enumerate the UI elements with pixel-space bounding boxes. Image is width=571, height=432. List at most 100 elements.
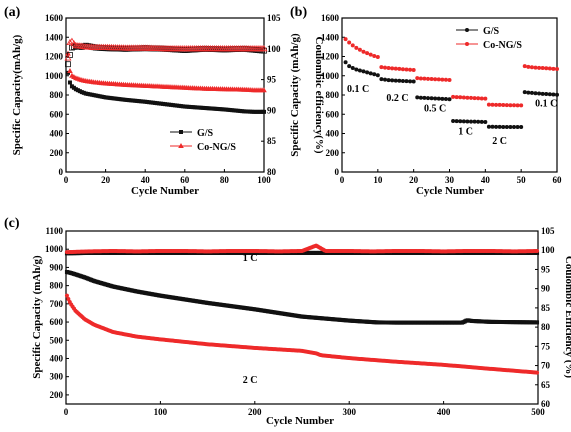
- y-tick-label: 500: [50, 335, 64, 345]
- data-point: [368, 71, 373, 76]
- data-point: [64, 54, 72, 61]
- data-point: [66, 38, 74, 46]
- y-right-tick-label: 90: [267, 105, 277, 115]
- y-right-tick-label: 60: [541, 399, 551, 409]
- data-point: [533, 65, 538, 70]
- chart-panel-c: (c) 0 100 200 300 400 500 200 300 400 500 600 700 800…: [4, 216, 571, 427]
- y-tick-label: 0: [59, 167, 64, 177]
- data-point: [71, 44, 77, 50]
- y-tick-label: 1200: [321, 52, 340, 62]
- annotation-label: 2 C: [492, 136, 507, 147]
- data-point: [357, 47, 362, 52]
- data-point: [540, 91, 545, 96]
- y-tick-label: 1600: [45, 13, 64, 23]
- data-point: [515, 125, 520, 130]
- x-tick-label: 300: [342, 407, 356, 417]
- data-point: [379, 65, 384, 70]
- data-point: [447, 97, 452, 102]
- y-right-tick-label: 80: [541, 322, 551, 332]
- data-point: [454, 119, 459, 124]
- plot-frame: [65, 230, 539, 405]
- data-point: [411, 79, 416, 84]
- data-point: [512, 103, 516, 108]
- y-right-tick-label: 85: [541, 303, 551, 313]
- data-point: [411, 67, 416, 72]
- data-point: [479, 119, 484, 124]
- x-tick-label: 30: [445, 175, 455, 185]
- data-point: [451, 118, 456, 123]
- data-point: [404, 79, 409, 84]
- x-tick-label: 400: [437, 407, 451, 417]
- data-point: [483, 96, 488, 101]
- series-a-1: [65, 50, 267, 93]
- y-right-tick-label: 95: [267, 75, 277, 85]
- data-point: [393, 78, 398, 83]
- data-point: [422, 76, 427, 81]
- annotation-label: 0.2 C: [386, 93, 408, 104]
- data-point: [67, 80, 72, 85]
- legend-marker: [178, 143, 184, 148]
- y-tick-label: 1000: [45, 244, 64, 254]
- x-tick-label: 0: [64, 175, 69, 185]
- data-point: [533, 91, 538, 96]
- data-point: [65, 50, 71, 56]
- data-point: [418, 95, 423, 100]
- series-a-2: [65, 42, 267, 68]
- data-point: [508, 103, 513, 108]
- data-point: [451, 94, 456, 99]
- data-point: [375, 54, 380, 59]
- data-point: [429, 96, 434, 101]
- data-point: [383, 65, 387, 70]
- data-point: [555, 67, 559, 72]
- annotation-label: 0.1 C: [347, 84, 369, 95]
- series-b-0: [343, 60, 559, 130]
- data-point: [529, 90, 534, 95]
- x-tick-label: 100: [154, 407, 168, 417]
- x-axis-label: Cycle Number: [266, 415, 334, 427]
- y-right-tick-label: 85: [267, 136, 277, 146]
- data-point: [343, 37, 348, 42]
- y-right-axis-label: Coulombic efficiency(%): [313, 37, 325, 154]
- x-tick-label: 60: [553, 175, 563, 185]
- data-point: [535, 320, 540, 325]
- data-point: [433, 77, 438, 82]
- y-tick-label: 300: [50, 372, 64, 382]
- data-point: [544, 66, 549, 71]
- y-right-tick-label: 65: [541, 380, 551, 390]
- data-point: [537, 65, 542, 70]
- data-point: [555, 92, 559, 97]
- data-point: [66, 297, 71, 302]
- series-a-3: [64, 37, 268, 61]
- data-point: [67, 52, 73, 58]
- data-point: [522, 64, 527, 69]
- data-point: [476, 119, 481, 124]
- y-tick-label: 200: [326, 148, 340, 158]
- data-point: [429, 77, 434, 82]
- data-point: [519, 125, 524, 130]
- legend-marker: [465, 28, 469, 32]
- data-point: [490, 124, 495, 129]
- data-point: [397, 78, 402, 83]
- annotation-label: 2 C: [243, 375, 258, 386]
- data-point: [426, 96, 430, 101]
- y-tick-label: 700: [50, 299, 64, 309]
- data-point: [393, 66, 398, 71]
- data-point: [458, 95, 463, 100]
- y-right-tick-label: 95: [541, 264, 551, 274]
- x-axis-label: Cycle Number: [416, 185, 484, 197]
- data-point: [461, 95, 466, 100]
- data-point: [476, 96, 481, 101]
- data-point: [440, 77, 445, 82]
- series-a-0: [65, 70, 266, 114]
- plot-frame: [341, 17, 558, 173]
- data-point: [433, 96, 438, 101]
- data-point: [400, 67, 405, 72]
- data-point: [547, 66, 552, 71]
- data-point: [472, 119, 477, 124]
- y-tick-label: 1400: [45, 32, 64, 42]
- y-tick-label: 1000: [321, 71, 340, 81]
- y-tick-label: 1000: [45, 71, 64, 81]
- y-right-tick-label: 70: [541, 361, 551, 371]
- data-point: [426, 76, 430, 81]
- data-point: [501, 103, 506, 108]
